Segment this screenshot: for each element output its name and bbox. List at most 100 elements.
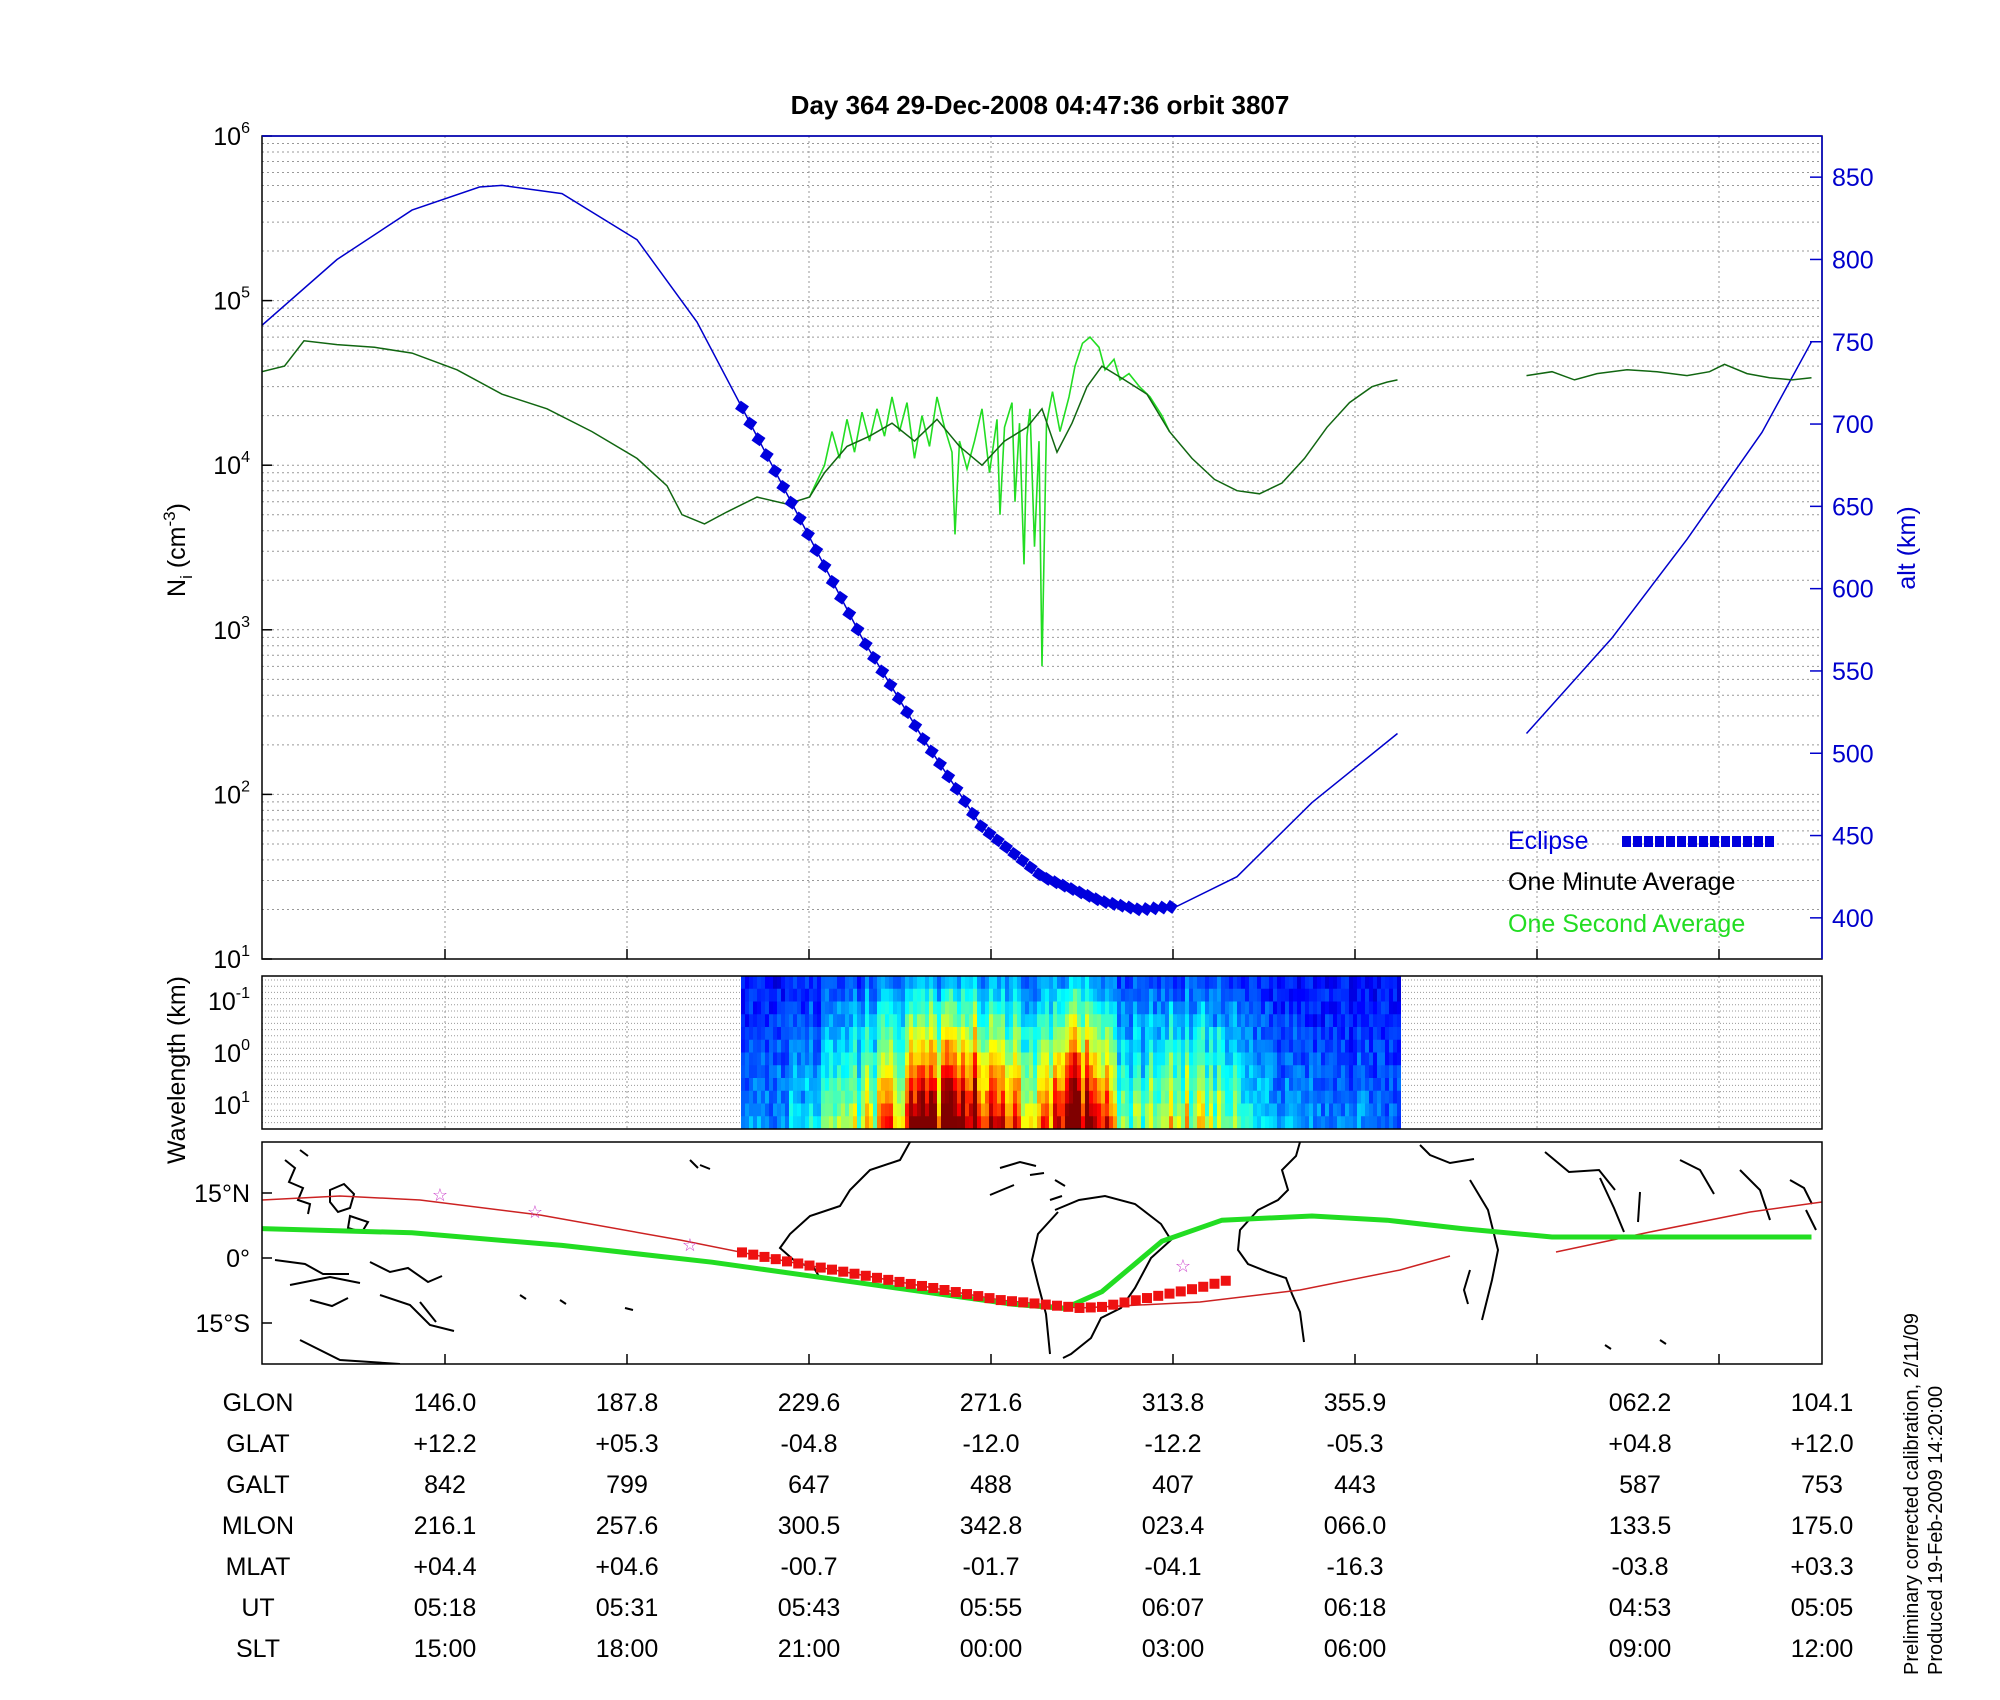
spectrogram-cell xyxy=(1229,1039,1233,1053)
spectrogram-cell xyxy=(1361,1027,1365,1040)
spectrogram-cell xyxy=(973,1065,977,1079)
eclipse-marker xyxy=(801,527,815,542)
spectrogram-cell xyxy=(757,1052,761,1066)
spectrogram-cell xyxy=(1101,1065,1105,1079)
spectrogram-cell xyxy=(1229,1078,1233,1091)
spectrogram-cell xyxy=(1141,1027,1145,1040)
spectrogram-cell xyxy=(1097,1090,1101,1104)
spectrogram-cell xyxy=(769,1116,773,1129)
spectrogram-cell xyxy=(829,988,833,1002)
spectrogram-cell xyxy=(1109,1116,1113,1129)
spectrogram-cell xyxy=(741,1090,745,1104)
spectrogram-cell xyxy=(1269,1103,1273,1117)
spectrogram-cell xyxy=(933,1001,937,1015)
spectrogram-cell xyxy=(1021,1103,1025,1117)
spectrogram-cell xyxy=(1177,1039,1181,1053)
spectrogram-cell xyxy=(873,1014,877,1028)
spectrogram-cell xyxy=(877,1103,881,1117)
eclipse-marker xyxy=(875,664,890,679)
spectrogram-cell xyxy=(1001,1065,1005,1079)
spectrogram-cell xyxy=(1057,1001,1061,1015)
spectrogram-cell xyxy=(1229,1027,1233,1040)
coastline-southeast-asia xyxy=(1679,1159,1817,1231)
spectrogram-cell xyxy=(1309,1027,1313,1040)
spectrogram-cell xyxy=(1309,1039,1313,1053)
spectrogram-cell xyxy=(913,1065,917,1079)
spectrogram-cell xyxy=(1081,976,1085,989)
spectrogram-cell xyxy=(1145,1027,1149,1040)
table-cell: 00:00 xyxy=(960,1635,1023,1663)
spectrogram-cell xyxy=(773,1090,777,1104)
spectrogram-cell xyxy=(1393,1027,1397,1040)
spectrogram-cell xyxy=(889,1078,893,1091)
spectrogram-cell xyxy=(1165,1103,1169,1117)
spectrogram-cell xyxy=(1129,1014,1133,1028)
spectrogram-cell xyxy=(1025,1027,1029,1040)
spectrogram-cell xyxy=(961,1014,965,1028)
spectrogram-cell xyxy=(885,1052,889,1066)
spectrogram-cell xyxy=(1001,1103,1005,1117)
spectrogram-cell xyxy=(1261,976,1265,989)
spectrogram-cell xyxy=(805,1014,809,1028)
spectrogram-cell xyxy=(869,1039,873,1053)
spectrogram-cell xyxy=(1009,1027,1013,1040)
spectrogram-cell xyxy=(1129,976,1133,989)
spectrogram-cell xyxy=(745,1103,749,1117)
spectrogram-cell xyxy=(1397,1001,1401,1015)
spectrogram-cell xyxy=(1169,1052,1173,1066)
spectrogram-cell xyxy=(885,1116,889,1129)
spectrogram-cell xyxy=(1177,1027,1181,1040)
spectrogram-cell xyxy=(1381,1065,1385,1079)
eclipse-marker xyxy=(982,826,997,841)
spectrogram-cell xyxy=(961,1027,965,1040)
spectrogram-cell xyxy=(773,1052,777,1066)
eclipse-marker xyxy=(759,448,774,463)
spectrogram-cell xyxy=(989,1090,993,1104)
eclipse-track-marker xyxy=(1063,1301,1074,1312)
spectrogram-cell xyxy=(985,988,989,1002)
spectrogram-cell xyxy=(1365,1103,1369,1117)
spectrogram-cell xyxy=(781,1090,785,1104)
spectrogram-cell xyxy=(1241,1052,1245,1066)
spectrogram-cell xyxy=(1369,1014,1373,1028)
spectrogram-cell xyxy=(1045,1027,1049,1040)
spectrogram-cell xyxy=(1289,1116,1293,1129)
spectrogram-cell xyxy=(845,976,849,989)
spectrogram-cell xyxy=(1321,1052,1325,1066)
spectrogram-cell xyxy=(1305,976,1309,989)
spectrogram-cell xyxy=(1061,1103,1065,1117)
spectrogram-cell xyxy=(1241,1090,1245,1104)
spectrogram-cell xyxy=(757,1027,761,1040)
spectrogram-cell xyxy=(1225,976,1229,989)
spectrogram-cell xyxy=(909,1014,913,1028)
spectrogram-cell xyxy=(993,1039,997,1053)
spectrogram-cell xyxy=(1025,988,1029,1002)
spectrogram-cell xyxy=(861,1116,865,1129)
spectrogram-cell xyxy=(1185,1065,1189,1079)
spectrogram-cell xyxy=(1109,1039,1113,1053)
spectrogram-cell xyxy=(1077,1078,1081,1091)
spectrogram-cell xyxy=(1053,1039,1057,1053)
spectrogram-cell xyxy=(1181,1116,1185,1129)
spectrogram-cell xyxy=(1153,1052,1157,1066)
eclipse-track-marker xyxy=(1029,1298,1040,1309)
orbit-path-continued xyxy=(1555,1201,1822,1253)
spectrogram-cell xyxy=(1149,1052,1153,1066)
spectrogram-cell xyxy=(977,1039,981,1053)
spectrogram-cell xyxy=(1013,1052,1017,1066)
spectrogram-cell xyxy=(841,1090,845,1104)
spectrogram-cell xyxy=(969,988,973,1002)
spectrogram-cell xyxy=(881,1027,885,1040)
spectrogram-cell xyxy=(1385,1078,1389,1091)
spectrogram-cell xyxy=(893,976,897,989)
spectrogram-cell xyxy=(809,1065,813,1079)
spectrogram-cell xyxy=(1397,1027,1401,1040)
spectrogram-cell xyxy=(765,1078,769,1091)
spectrogram-cell xyxy=(853,976,857,989)
spectrogram-cell xyxy=(945,1090,949,1104)
spectrogram-cell xyxy=(1141,1078,1145,1091)
spectrogram-cell xyxy=(1029,1065,1033,1079)
spectrogram-cell xyxy=(1109,1103,1113,1117)
spectrogram-cell xyxy=(821,1103,825,1117)
spectrogram-cell xyxy=(1121,1065,1125,1079)
